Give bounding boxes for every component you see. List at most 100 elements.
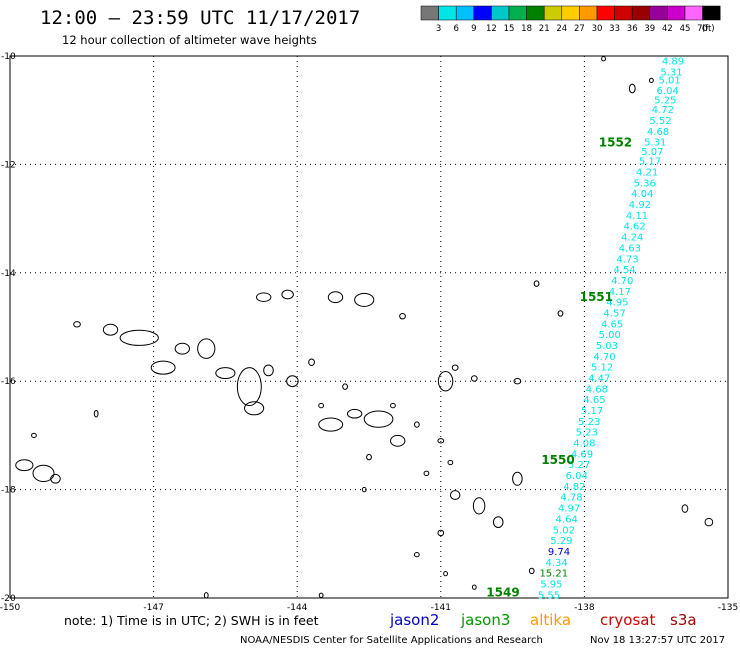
wave-height-reading: 4.72 bbox=[652, 105, 674, 116]
altimeter-track: 4.895.315.016.045.254.725.524.685.315.07… bbox=[486, 56, 684, 601]
colorbar-tick-label: 21 bbox=[539, 24, 550, 34]
island-outline bbox=[244, 401, 265, 416]
wave-height-reading: 5.36 bbox=[634, 178, 656, 189]
satellite-legend-item: jason2 bbox=[389, 611, 439, 629]
colorbar-swatch bbox=[649, 5, 668, 21]
satellite-legend-item: altika bbox=[530, 611, 571, 629]
island-outline bbox=[119, 329, 159, 346]
island-outline bbox=[681, 504, 689, 513]
island-outline bbox=[628, 83, 636, 94]
island-outline bbox=[470, 375, 478, 382]
wave-height-reading: 4.73 bbox=[616, 254, 638, 265]
island-outline bbox=[263, 364, 274, 377]
island-outline bbox=[15, 459, 34, 472]
map-subtitle: 12 hour collection of altimeter wave hei… bbox=[62, 33, 317, 47]
colorbar-tick-label: 12 bbox=[486, 24, 497, 34]
colorbar-tick-label: 27 bbox=[574, 24, 585, 34]
wave-height-reading: 4.68 bbox=[647, 127, 669, 138]
island-outline bbox=[471, 584, 477, 590]
lat-tick-label: -12 bbox=[1, 160, 16, 170]
lon-tick-label: -150 bbox=[0, 603, 20, 613]
wave-height-reading: 4.65 bbox=[583, 395, 605, 406]
wave-height-reading: 5.02 bbox=[553, 525, 575, 536]
pass-number-label: 1551 bbox=[580, 290, 613, 304]
wave-height-reading: 4.47 bbox=[588, 373, 610, 384]
wave-height-reading: 4.63 bbox=[619, 243, 641, 254]
wave-height-reading: 5.29 bbox=[550, 536, 572, 547]
island-outline bbox=[102, 323, 119, 336]
wave-height-reading: 4.08 bbox=[573, 439, 595, 450]
colorbar-swatch bbox=[684, 5, 703, 21]
wave-height-reading: 4.89 bbox=[662, 56, 684, 67]
island-outline bbox=[437, 529, 445, 537]
colorbar-swatch bbox=[702, 5, 721, 21]
wave-height-reading: 4.82 bbox=[563, 482, 585, 493]
wave-height-reading: 6.04 bbox=[657, 86, 679, 97]
lon-tick-label: -141 bbox=[431, 603, 451, 613]
island-outline bbox=[286, 375, 299, 388]
island-outline bbox=[449, 490, 461, 500]
lon-tick-label: -135 bbox=[718, 603, 738, 613]
island-outline bbox=[318, 592, 324, 598]
wave-height-reading: 5.95 bbox=[540, 579, 562, 590]
island-outline bbox=[363, 410, 394, 428]
colorbar-swatch bbox=[614, 5, 633, 21]
wave-height-reading: 4.97 bbox=[558, 504, 580, 515]
colorbar-swatch bbox=[631, 5, 651, 21]
satellite-legend: jason2 jason3 altika cryosat s3a bbox=[389, 611, 697, 629]
map-frame bbox=[9, 55, 729, 599]
wave-height-reading: 4.24 bbox=[621, 233, 643, 244]
island-outline bbox=[215, 367, 236, 379]
wave-height-reading: 4.21 bbox=[636, 168, 658, 179]
colorbar-swatch bbox=[667, 5, 686, 21]
lon-tick-label: -147 bbox=[143, 603, 163, 613]
island-outline bbox=[32, 464, 55, 482]
island-outline bbox=[308, 358, 315, 366]
island-outline bbox=[174, 342, 191, 355]
wave-height-reading: 5.31 bbox=[644, 138, 666, 149]
wave-height-reading: 4.70 bbox=[611, 276, 633, 287]
wave-height-reading: 5.03 bbox=[596, 341, 618, 352]
colorbar-tick-label: 30 bbox=[592, 24, 603, 34]
lat-tick-label: -18 bbox=[1, 486, 16, 496]
island-outline bbox=[472, 497, 486, 515]
island-outline bbox=[437, 438, 445, 444]
colorbar-tick-label: 70 bbox=[697, 24, 708, 34]
colorbar-swatch bbox=[508, 5, 527, 21]
wave-height-reading: 4.70 bbox=[593, 352, 615, 363]
island-outline bbox=[451, 364, 459, 371]
island-outline bbox=[236, 367, 262, 407]
colorbar-tick-label: 42 bbox=[662, 24, 673, 34]
colorbar-swatch bbox=[438, 5, 457, 21]
wave-height-reading: 4.64 bbox=[556, 514, 578, 525]
colorbar-tick-label: 36 bbox=[627, 24, 638, 34]
island-outline bbox=[601, 56, 606, 62]
satellite-legend-item: cryosat bbox=[600, 611, 655, 629]
lat-tick-label: -16 bbox=[1, 377, 16, 387]
wave-height-reading: 4.92 bbox=[629, 200, 651, 211]
map-area: 4.895.315.016.045.254.725.524.685.315.07… bbox=[0, 52, 738, 613]
wave-height-reading: 4.11 bbox=[626, 211, 648, 222]
colorbar-unit-label: (ft) bbox=[702, 24, 715, 34]
wave-height-reading: 4.04 bbox=[631, 189, 653, 200]
wave-height-reading: 4.34 bbox=[546, 558, 568, 569]
pass-number-label: 1549 bbox=[486, 586, 519, 600]
pass-number-label: 1550 bbox=[541, 453, 574, 467]
island-outline bbox=[354, 292, 375, 307]
island-outline bbox=[413, 421, 420, 428]
wave-height-reading: 4.78 bbox=[560, 493, 582, 504]
lon-tick-label: -138 bbox=[574, 603, 595, 613]
wave-height-reading: 5.00 bbox=[599, 330, 621, 341]
lat-tick-label: -14 bbox=[1, 269, 16, 279]
island-outline bbox=[648, 77, 654, 84]
map-tick-labels: -150 -147 -144 -141 -138 -135 -10 -12 -14 -16 -18 -… bbox=[0, 52, 738, 613]
island-outline bbox=[361, 486, 367, 493]
island-outline bbox=[399, 312, 406, 320]
wave-height-reading: 5.23 bbox=[576, 428, 598, 439]
footer-timestamp: Nov 18 13:27:57 UTC 2017 bbox=[590, 635, 725, 646]
wave-height-reading: 5.23 bbox=[578, 417, 600, 428]
lat-tick-label: -20 bbox=[1, 594, 16, 604]
map-grid bbox=[10, 56, 728, 598]
footer-credit: NOAA/NESDIS Center for Satellite Applica… bbox=[240, 635, 543, 646]
